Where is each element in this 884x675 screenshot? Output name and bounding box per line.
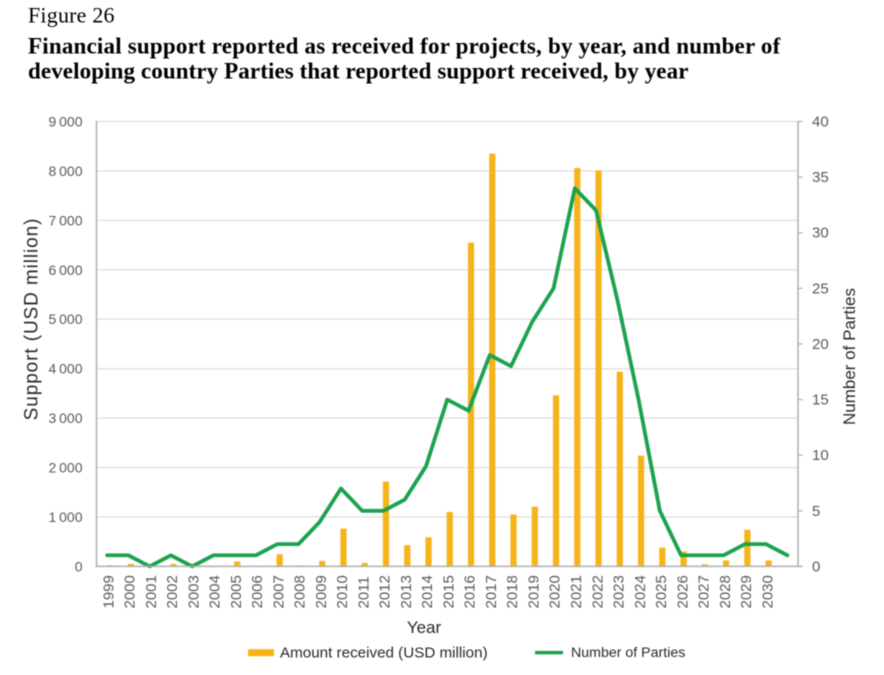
svg-text:9 000: 9 000 xyxy=(49,114,83,130)
svg-text:2002: 2002 xyxy=(164,575,181,608)
svg-text:7 000: 7 000 xyxy=(49,212,83,228)
svg-text:2007: 2007 xyxy=(270,575,287,608)
svg-text:2008: 2008 xyxy=(292,575,309,608)
svg-text:2025: 2025 xyxy=(653,575,670,608)
svg-text:2018: 2018 xyxy=(504,575,521,608)
svg-text:2028: 2028 xyxy=(717,575,734,608)
svg-text:2014: 2014 xyxy=(419,575,436,608)
svg-text:2021: 2021 xyxy=(568,575,585,608)
svg-text:4 000: 4 000 xyxy=(49,361,83,377)
svg-text:8 000: 8 000 xyxy=(49,163,83,179)
svg-text:5: 5 xyxy=(812,503,820,520)
svg-text:developing country Parties tha: developing country Parties that reported… xyxy=(28,59,689,84)
svg-text:2003: 2003 xyxy=(185,575,202,608)
svg-text:40: 40 xyxy=(812,114,829,131)
svg-text:2019: 2019 xyxy=(525,575,542,608)
svg-text:2001: 2001 xyxy=(143,575,160,608)
svg-text:2024: 2024 xyxy=(632,575,649,608)
svg-text:2022: 2022 xyxy=(589,575,606,608)
svg-text:2005: 2005 xyxy=(228,575,245,608)
svg-text:Amount received (USD million): Amount received (USD million) xyxy=(280,645,488,662)
svg-text:2029: 2029 xyxy=(738,575,755,608)
svg-text:Number of Parties: Number of Parties xyxy=(840,288,859,425)
svg-text:2000: 2000 xyxy=(122,575,139,608)
svg-text:0: 0 xyxy=(812,558,820,575)
svg-text:6 000: 6 000 xyxy=(49,262,83,278)
svg-text:30: 30 xyxy=(812,225,829,242)
svg-text:2027: 2027 xyxy=(696,575,713,608)
svg-text:Support (USD million): Support (USD million) xyxy=(22,218,43,421)
svg-text:2012: 2012 xyxy=(377,575,394,608)
svg-text:15: 15 xyxy=(812,392,829,409)
svg-text:2015: 2015 xyxy=(440,575,457,608)
svg-text:2009: 2009 xyxy=(313,575,330,608)
svg-text:Financial support reported as: Financial support reported as received f… xyxy=(28,33,781,58)
svg-text:Year: Year xyxy=(407,618,442,637)
svg-text:2020: 2020 xyxy=(547,575,564,608)
svg-text:20: 20 xyxy=(812,336,829,353)
svg-text:0: 0 xyxy=(75,558,83,574)
svg-text:Number of Parties: Number of Parties xyxy=(571,645,685,661)
svg-text:2004: 2004 xyxy=(207,575,224,608)
svg-text:1999: 1999 xyxy=(100,575,117,608)
svg-text:2 000: 2 000 xyxy=(49,460,83,476)
svg-text:2013: 2013 xyxy=(398,575,415,608)
svg-text:2023: 2023 xyxy=(611,575,628,608)
svg-text:25: 25 xyxy=(812,280,829,297)
svg-text:2016: 2016 xyxy=(462,575,479,608)
svg-text:2011: 2011 xyxy=(355,576,372,608)
svg-text:2010: 2010 xyxy=(334,575,351,608)
svg-text:2017: 2017 xyxy=(483,575,500,608)
svg-text:2006: 2006 xyxy=(249,575,266,608)
svg-text:2026: 2026 xyxy=(674,575,691,608)
svg-text:1 000: 1 000 xyxy=(49,509,83,525)
svg-text:10: 10 xyxy=(812,447,829,464)
svg-text:2030: 2030 xyxy=(759,575,776,608)
svg-text:35: 35 xyxy=(812,169,829,186)
svg-text:5 000: 5 000 xyxy=(49,311,83,327)
svg-text:3 000: 3 000 xyxy=(49,410,83,426)
svg-text:Figure 26: Figure 26 xyxy=(28,2,115,27)
